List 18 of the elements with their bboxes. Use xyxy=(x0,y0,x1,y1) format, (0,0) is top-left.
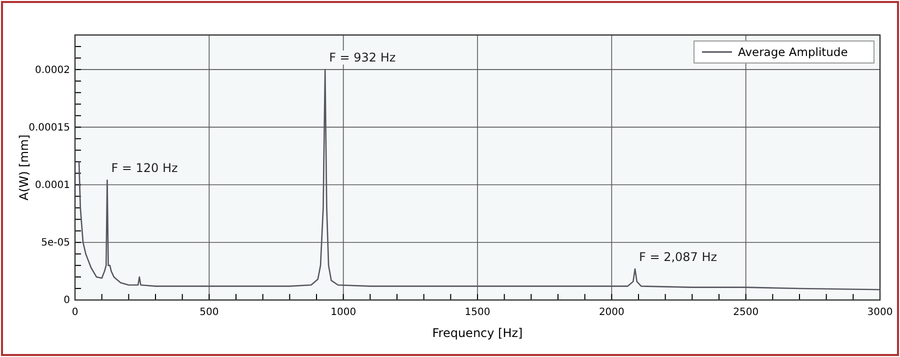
x-tick-label: 0 xyxy=(72,307,78,318)
x-tick-label: 500 xyxy=(200,307,219,318)
x-tick-label: 1000 xyxy=(330,307,356,318)
legend-label: Average Amplitude xyxy=(738,45,848,59)
y-tick-label: 0.0001 xyxy=(35,180,70,191)
y-axis-title: A(W) [mm] xyxy=(17,134,31,200)
annotation: F = 932 Hz xyxy=(329,50,396,65)
x-axis-title: Frequency [Hz] xyxy=(432,326,523,340)
y-tick-label: 0 xyxy=(64,295,70,306)
annotation: F = 2,087 Hz xyxy=(639,250,718,264)
x-tick-label: 3000 xyxy=(867,307,893,318)
y-tick-label: 0.00015 xyxy=(28,122,70,134)
y-tick-label: 5e-05 xyxy=(41,238,70,249)
y-tick-label: 0.0002 xyxy=(35,64,70,76)
x-tick-label: 2500 xyxy=(733,307,759,318)
x-tick-label: 1500 xyxy=(464,307,490,318)
annotation: F = 120 Hz xyxy=(111,161,178,176)
x-tick-label: 2000 xyxy=(598,307,624,318)
